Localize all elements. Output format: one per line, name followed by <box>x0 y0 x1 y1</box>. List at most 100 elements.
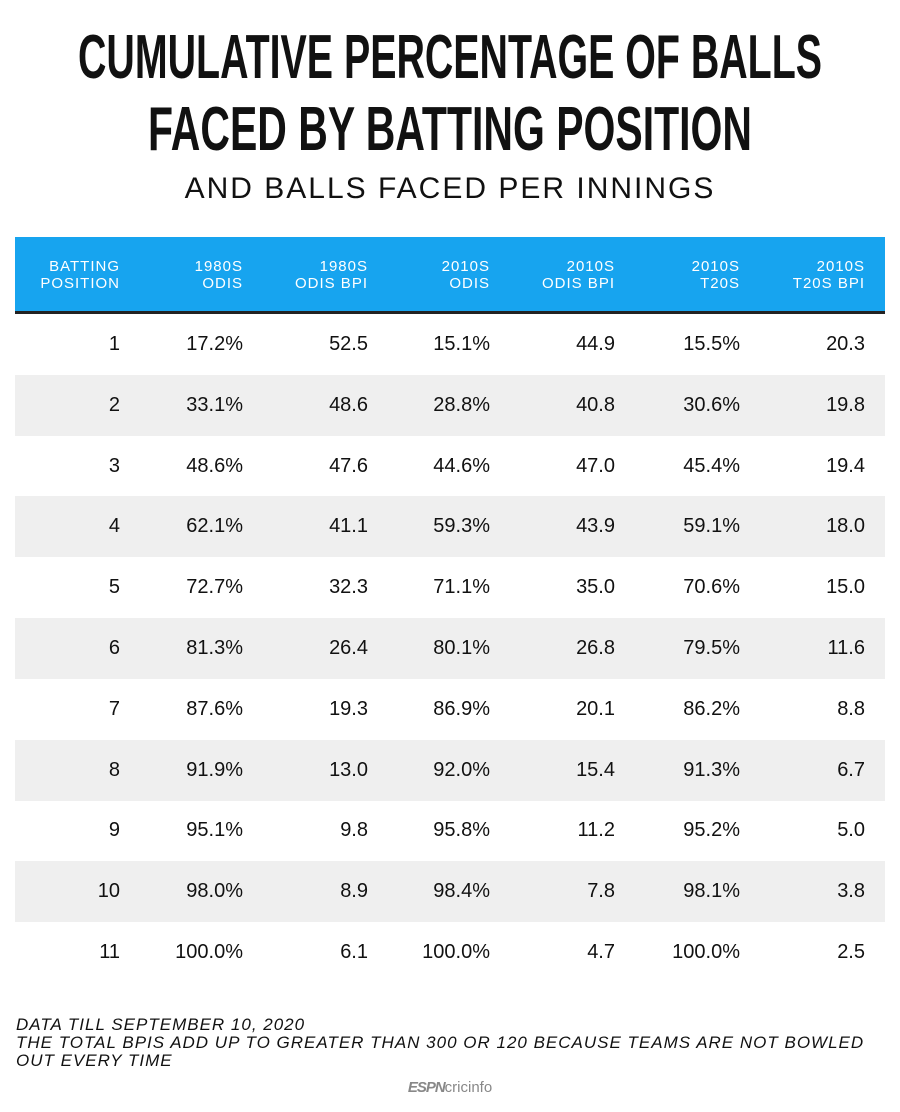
table-cell: 15.5% <box>683 333 740 355</box>
column-header: 2010S ODIS BPI <box>542 258 615 292</box>
table-cell: 28.8% <box>433 393 490 416</box>
table-cell: 86.2% <box>683 697 740 720</box>
table-cell: 48.6% <box>186 454 243 477</box>
table-cell: 5.0 <box>837 819 865 842</box>
table-cell: 6.1 <box>340 941 368 963</box>
table-cell: 44.9 <box>576 333 615 355</box>
brand-text: ESPN <box>407 1079 446 1096</box>
table-cell: 19.4 <box>826 454 865 477</box>
table-cell: 6.7 <box>837 758 865 781</box>
table-cell: 15.4 <box>576 758 615 781</box>
table-cell: 30.6% <box>683 393 740 416</box>
column-header-line: 2010S <box>691 258 740 275</box>
table-cell: 7.8 <box>587 880 615 903</box>
brand-text: cricinfo <box>444 1079 493 1096</box>
column-header-line: POSITION <box>40 275 120 292</box>
footnote: DATA TILL SEPTEMBER 10, 2020 <box>16 1015 306 1034</box>
column-header: 1980S ODIS BPI <box>295 258 368 292</box>
table-cell: 3.8 <box>837 880 865 903</box>
table-cell: 9 <box>108 819 120 842</box>
table-row: 4 62.1% 41.1 59.3% 43.9 59.1% 18.0 <box>15 496 885 558</box>
table-cell: 72.7% <box>186 576 243 599</box>
table-row: 3 48.6% 47.6 44.6% 47.0 45.4% 19.4 <box>15 436 885 497</box>
table-cell: 95.2% <box>683 819 740 842</box>
table-cell: 19.8 <box>826 393 865 416</box>
footnotes: DATA TILL SEPTEMBER 10, 2020 THE TOTAL BP… <box>16 1016 886 1070</box>
brand-logo: ESPNcricinfo <box>0 1079 900 1096</box>
table-cell: 43.9 <box>576 515 615 538</box>
column-header-line: 2010S <box>816 258 865 275</box>
column-header-line: T20S BPI <box>792 275 865 292</box>
table-cell: 20.3 <box>826 333 865 355</box>
table-cell: 19.3 <box>329 697 368 720</box>
table-row: 6 81.3% 26.4 80.1% 26.8 79.5% 11.6 <box>15 618 885 679</box>
table-cell: 9.8 <box>340 819 368 842</box>
column-header: 2010S T20S BPI <box>793 258 865 292</box>
column-header: 2010S T20S <box>692 258 740 292</box>
table-row: 8 91.9% 13.0 92.0% 15.4 91.3% 6.7 <box>15 739 885 801</box>
table-cell: 1 <box>108 333 120 355</box>
title: CUMULATIVE PERCENTAGE OF BALLS FACED BY … <box>78 23 822 160</box>
column-header-line: BATTING <box>49 258 120 275</box>
table-cell: 70.6% <box>683 576 740 599</box>
table-cell: 62.1% <box>186 515 243 538</box>
table-cell: 11.6 <box>827 637 865 659</box>
table-cell: 11.2 <box>577 819 615 842</box>
table-cell: 10 <box>97 880 120 903</box>
table-cell: 98.1% <box>683 880 740 903</box>
table-cell: 11 <box>99 941 120 963</box>
column-header: 2010S ODIS <box>442 258 490 292</box>
table-cell: 95.8% <box>433 819 490 842</box>
column-header-line: 2010S <box>566 258 615 275</box>
table-cell: 18.0 <box>826 515 865 538</box>
table-cell: 17.2% <box>186 333 243 355</box>
column-header-line: 2010S <box>441 258 490 275</box>
table-row: 1 17.2% 52.5 15.1% 44.9 15.5% 20.3 <box>15 314 885 375</box>
table-cell: 80.1% <box>433 637 490 659</box>
footnote: THE TOTAL BPIS ADD UP TO GREATER THAN 30… <box>16 1033 865 1070</box>
table-cell: 7 <box>108 697 120 720</box>
column-header-line: ODIS <box>449 275 490 292</box>
table-cell: 2 <box>108 393 120 416</box>
table-header: BATTING POSITION 1980S ODIS 1980S ODIS BPI 201… <box>15 237 885 314</box>
table-cell: 2.5 <box>837 941 865 963</box>
column-header: BATTING POSITION <box>40 258 120 292</box>
table-cell: 8 <box>108 758 120 781</box>
table-cell: 79.5% <box>683 637 740 659</box>
table-cell: 44.6% <box>433 454 490 477</box>
table-cell: 15.1% <box>433 333 490 355</box>
table-cell: 26.8 <box>576 637 615 659</box>
table-cell: 20.1 <box>576 697 615 720</box>
subtitle: AND BALLS FACED PER INNINGS <box>184 172 716 205</box>
table-row: 10 98.0% 8.9 98.4% 7.8 98.1% 3.8 <box>15 861 885 923</box>
table-cell: 98.4% <box>433 880 490 903</box>
table-cell: 5 <box>108 576 120 599</box>
table-cell: 47.0 <box>576 454 615 477</box>
table-cell: 92.0% <box>433 758 490 781</box>
table-row: 7 87.6% 19.3 86.9% 20.1 86.2% 8.8 <box>15 679 885 740</box>
table-cell: 47.6 <box>329 454 368 477</box>
table-cell: 8.9 <box>340 880 368 903</box>
table-cell: 87.6% <box>186 697 243 720</box>
table-row: 2 33.1% 48.6 28.8% 40.8 30.6% 19.8 <box>15 374 885 436</box>
table-cell: 91.9% <box>186 758 243 781</box>
table-cell: 41.1 <box>329 515 368 538</box>
table-cell: 15.0 <box>826 576 865 599</box>
table-cell: 52.5 <box>329 333 368 355</box>
column-header-line: ODIS <box>202 275 243 292</box>
table-cell: 8.8 <box>837 697 865 720</box>
table-cell: 98.0% <box>186 880 243 903</box>
table-cell: 33.1% <box>186 393 243 416</box>
table-cell: 100.0% <box>175 941 243 963</box>
table-cell: 100.0% <box>672 941 740 963</box>
table-cell: 4.7 <box>587 941 615 963</box>
column-header-line: 1980S <box>319 258 368 275</box>
column-header-line: ODIS BPI <box>294 275 368 292</box>
table-cell: 35.0 <box>576 576 615 599</box>
table-cell: 91.3% <box>683 758 740 781</box>
table-cell: 86.9% <box>433 697 490 720</box>
table-cell: 81.3% <box>186 637 243 659</box>
table-cell: 71.1% <box>433 576 490 599</box>
column-header-line: T20S <box>700 275 740 292</box>
